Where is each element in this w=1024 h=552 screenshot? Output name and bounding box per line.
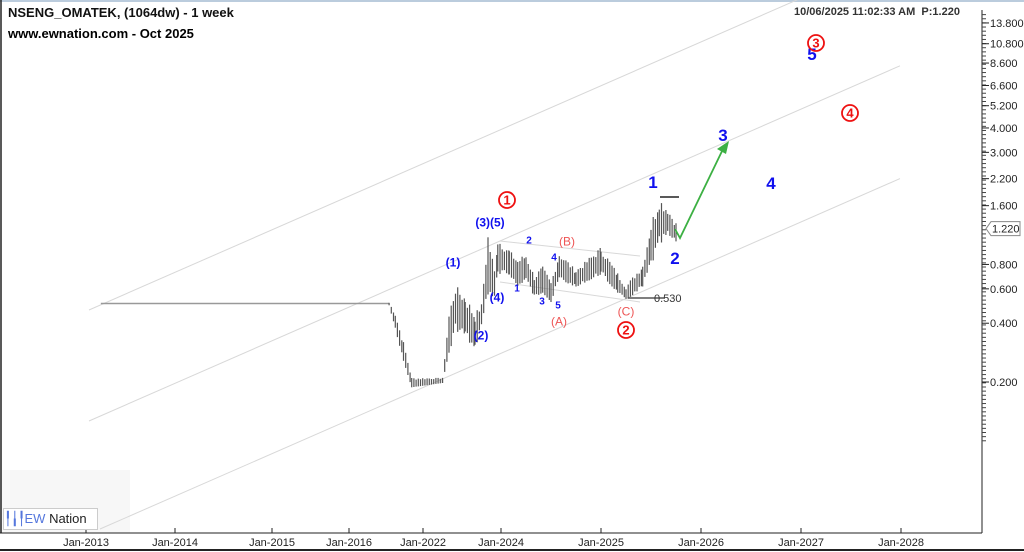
x-axis-ticks: Jan-2013 Jan-2014 Jan-2015 Jan-2016 Jan-2022… [63,528,924,549]
wave-label: (2) [474,328,489,342]
wave-label: 5 [555,301,561,312]
chart-subtitle: www.ewnation.com - Oct 2025 [8,26,194,41]
y-axis-ticks: 13.800 10.800 8.600 6.600 5.200 4.000 3.000 2.2… [982,14,1024,442]
y-tick-label: 0.600 [990,284,1018,296]
x-tick-label: Jan-2016 [326,537,372,549]
wave-label: 1 [514,284,520,295]
y-tick-label: 6.600 [990,80,1018,92]
y-tick-label: 0.400 [990,318,1018,330]
y-tick-label: 0.800 [990,259,1018,271]
price-bars [100,203,677,388]
logo-wave-icon: ╿╽╿ [4,511,26,526]
y-tick-label: 8.600 [990,58,1018,70]
y-tick-label: 10.800 [990,39,1024,51]
y-tick-label: 4.000 [990,123,1018,135]
channel-line [88,65,901,422]
x-tick-label: Jan-2025 [578,537,624,549]
wave-label: (A) [551,314,567,328]
y-tick-label: 2.200 [990,174,1018,186]
wave-label: 1 [648,173,657,192]
projection-arrowhead-icon [717,141,729,154]
logo-text: Nation [49,511,87,526]
wave-label: (3)(5) [475,215,504,229]
timestamp: 10/06/2025 11:02:33 AM [794,6,916,18]
wave-label: (B) [559,234,575,248]
y-tick-label: 0.200 [990,377,1018,389]
y-tick-label: 1.600 [990,201,1018,213]
channel-line [88,0,799,311]
wave-label: 3 [812,36,819,51]
wave-label: 5 [807,45,816,64]
logo-mark: EW [24,511,46,526]
low-level-label: 0.530 [654,293,682,305]
wave-circle-icon [841,104,859,122]
wave-label: (4) [490,290,505,304]
wave-label: 3 [539,297,545,308]
y-tick-label: 5.200 [990,101,1018,113]
wave-circle-icon [617,321,635,339]
wave-label: 2 [670,249,679,268]
channel-line [99,178,901,530]
x-tick-label: Jan-2013 [63,537,109,549]
x-tick-label: Jan-2024 [478,537,524,549]
wave-circle-icon [498,191,516,209]
wave-label: 2 [526,236,532,247]
x-tick-label: Jan-2022 [400,537,446,549]
timestamp-price: 10/06/2025 11:02:33 AM P:1.220 [794,6,960,18]
y-tick-label: 3.000 [990,147,1018,159]
corrective-channel-line [499,281,641,303]
x-tick-label: Jan-2026 [678,537,724,549]
last-price-label: 1.220 [992,224,1020,236]
wave-label: (1) [446,255,461,269]
x-tick-label: Jan-2015 [249,537,295,549]
wave-label: (C) [618,304,635,318]
corrective-channel-line [499,240,641,257]
x-tick-label: Jan-2028 [878,537,924,549]
y-tick-label: 13.800 [990,18,1024,30]
chart-title: NSENG_OMATEK, (1064dw) - 1 week [8,5,234,20]
wave-label: 1 [503,193,510,208]
price-readout: P:1.220 [921,6,960,18]
ewnation-logo: ╿╽╿EW Nation [3,508,98,530]
wave-label: 4 [766,174,776,193]
projection-arrow [674,146,725,240]
x-tick-label: Jan-2027 [778,537,824,549]
wave-circle-icon [807,34,825,52]
wave-label: 4 [846,106,854,121]
wave-label: 3 [718,126,727,145]
wave-label: 4 [551,253,557,264]
x-tick-label: Jan-2014 [152,537,198,549]
last-price-marker [985,221,1021,237]
channel-lines [88,0,901,530]
wave-label: 2 [622,323,629,338]
